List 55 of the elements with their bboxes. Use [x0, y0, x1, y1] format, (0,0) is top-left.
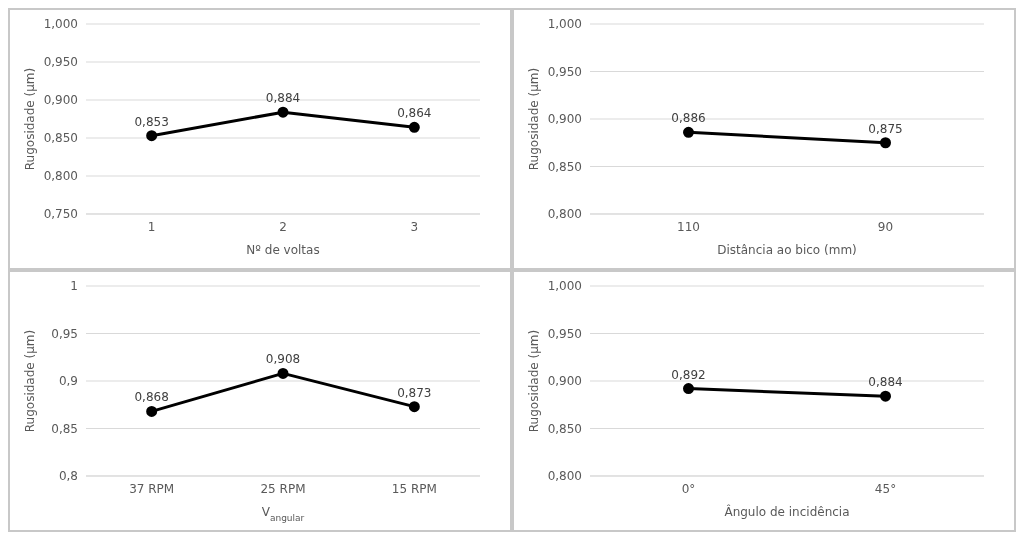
- data-label: 0,853: [134, 114, 169, 129]
- x-axis-title: Distância ao bico (mm): [717, 243, 857, 257]
- x-tick-label: 1: [147, 219, 156, 234]
- data-label: 0,884: [265, 91, 301, 106]
- y-tick-label: 1,000: [43, 17, 78, 32]
- data-label: 0,873: [397, 385, 432, 400]
- point: [408, 401, 420, 413]
- y-tick-label: 0,800: [547, 207, 582, 222]
- y-tick-label: 0,900: [43, 93, 78, 108]
- y-tick-label: 0,950: [547, 64, 582, 79]
- y-tick-label: 0,9: [58, 374, 78, 389]
- y-tick-label: 1: [70, 279, 78, 294]
- x-tick-label: 45°: [874, 481, 897, 496]
- y-tick-label: 0,900: [547, 112, 582, 127]
- x-axis-title: V$_{angular}$: [261, 505, 305, 523]
- y-tick-label: 0,750: [43, 207, 78, 222]
- y-tick-label: 0,950: [547, 326, 582, 341]
- x-tick-label: 25 RPM: [260, 481, 306, 496]
- y-tick-label: 0,800: [547, 469, 582, 484]
- y-tick-label: 0,850: [547, 159, 582, 174]
- point: [408, 121, 420, 133]
- y-tick-label: 1,000: [547, 279, 582, 294]
- y-tick-label: 0,800: [43, 169, 78, 184]
- data-label: 0,886: [671, 111, 706, 126]
- y-tick-label: 0,850: [43, 131, 78, 146]
- data-label: 0,875: [868, 121, 903, 136]
- y-tick-label: 0,8: [58, 469, 78, 484]
- data-label: 0,908: [265, 352, 301, 367]
- y-axis-title: Rugosidade (µm): [527, 329, 541, 433]
- y-tick-label: 1,000: [547, 17, 582, 32]
- point: [146, 130, 158, 142]
- data-label: 0,884: [868, 375, 903, 390]
- point: [277, 367, 289, 379]
- x-tick-label: 15 RPM: [391, 481, 437, 496]
- y-tick-label: 0,950: [43, 55, 78, 70]
- data-label: 0,864: [397, 106, 432, 121]
- data-label: 0,868: [134, 390, 169, 405]
- x-tick-label: 90: [877, 219, 894, 234]
- data-label: 0,892: [671, 367, 706, 382]
- x-tick-label: 110: [677, 219, 700, 234]
- point: [146, 405, 158, 417]
- y-axis-title: Rugosidade (µm): [527, 67, 541, 171]
- x-tick-label: 3: [410, 219, 419, 234]
- y-tick-label: 0,85: [51, 421, 78, 436]
- y-tick-label: 0,900: [547, 374, 582, 389]
- x-tick-label: 37 RPM: [129, 481, 175, 496]
- point: [277, 106, 289, 118]
- y-axis-title: Rugosidade (µm): [23, 329, 37, 433]
- y-tick-label: 0,95: [51, 326, 78, 341]
- y-tick-label: 0,850: [547, 421, 582, 436]
- x-tick-label: 0°: [681, 481, 696, 496]
- y-axis-title: Rugosidade (µm): [23, 67, 37, 171]
- x-tick-label: 2: [279, 219, 287, 234]
- x-axis-title: Ângulo de incidência: [724, 504, 850, 519]
- x-axis-title: Nº de voltas: [246, 243, 320, 257]
